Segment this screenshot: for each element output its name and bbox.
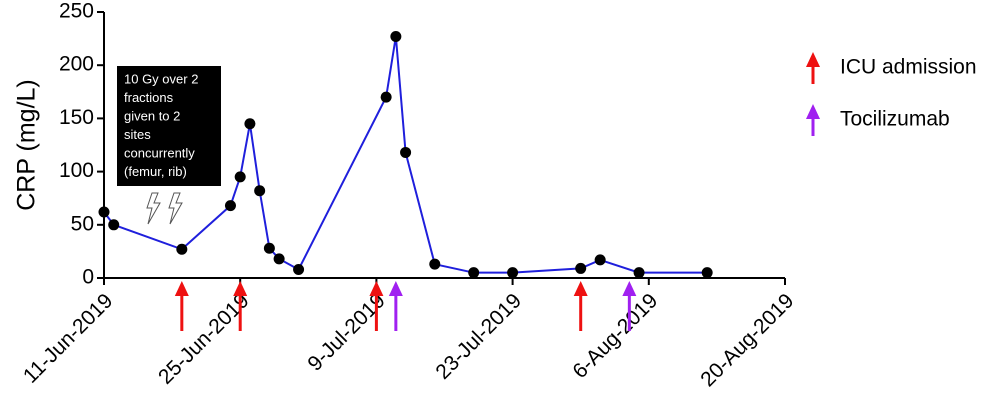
- data-point: [429, 258, 441, 270]
- data-point: [575, 262, 587, 274]
- event-arrow: [369, 281, 384, 331]
- legend-label: ICU admission: [840, 56, 977, 79]
- data-point: [273, 253, 285, 265]
- event-arrow: [233, 281, 248, 331]
- y-axis-label: CRP (mg/L): [13, 79, 41, 211]
- x-tick-label: 20-Aug-2019: [696, 289, 798, 391]
- lightning-icons: [146, 192, 183, 225]
- annotation-text: (femur, rib): [124, 164, 187, 179]
- annotation-text: 10 Gy over 2: [124, 71, 198, 86]
- annotation-box: [117, 66, 221, 186]
- x-tick-label: 6-Aug-2019: [568, 289, 662, 383]
- annotation-text: fractions: [124, 90, 174, 105]
- y-tick-label: 0: [82, 266, 94, 289]
- data-point: [293, 263, 305, 275]
- annotation-text: concurrently: [124, 145, 195, 160]
- data-point: [594, 254, 606, 266]
- data-point: [108, 219, 120, 231]
- legend-arrow: [806, 104, 820, 136]
- event-arrow: [573, 281, 588, 331]
- legend-arrow: [806, 52, 820, 84]
- annotation-text: sites: [124, 127, 151, 142]
- data-point: [400, 146, 412, 158]
- annotation-text: given to 2: [124, 108, 180, 123]
- event-arrow: [622, 281, 637, 331]
- data-point: [468, 267, 480, 279]
- data-point: [224, 200, 236, 212]
- event-arrow: [174, 281, 189, 331]
- data-point: [234, 171, 246, 183]
- y-tick-label: 150: [59, 106, 94, 129]
- data-point: [390, 30, 402, 42]
- data-point: [244, 118, 256, 130]
- x-tick-label: 11-Jun-2019: [19, 289, 118, 388]
- x-tick-label: 23-Jul-2019: [431, 289, 526, 384]
- event-arrow: [388, 281, 403, 331]
- data-point: [98, 206, 110, 218]
- y-tick-label: 250: [59, 0, 94, 23]
- y-tick-label: 100: [59, 159, 94, 182]
- data-point: [254, 185, 266, 197]
- data-point: [176, 243, 188, 255]
- y-tick-label: 200: [59, 53, 94, 76]
- data-point: [633, 267, 645, 279]
- y-tick-label: 50: [71, 212, 94, 235]
- data-point: [507, 267, 519, 279]
- legend-label: Tocilizumab: [840, 108, 950, 131]
- data-point: [380, 91, 392, 103]
- data-point: [701, 267, 713, 279]
- data-point: [263, 242, 275, 254]
